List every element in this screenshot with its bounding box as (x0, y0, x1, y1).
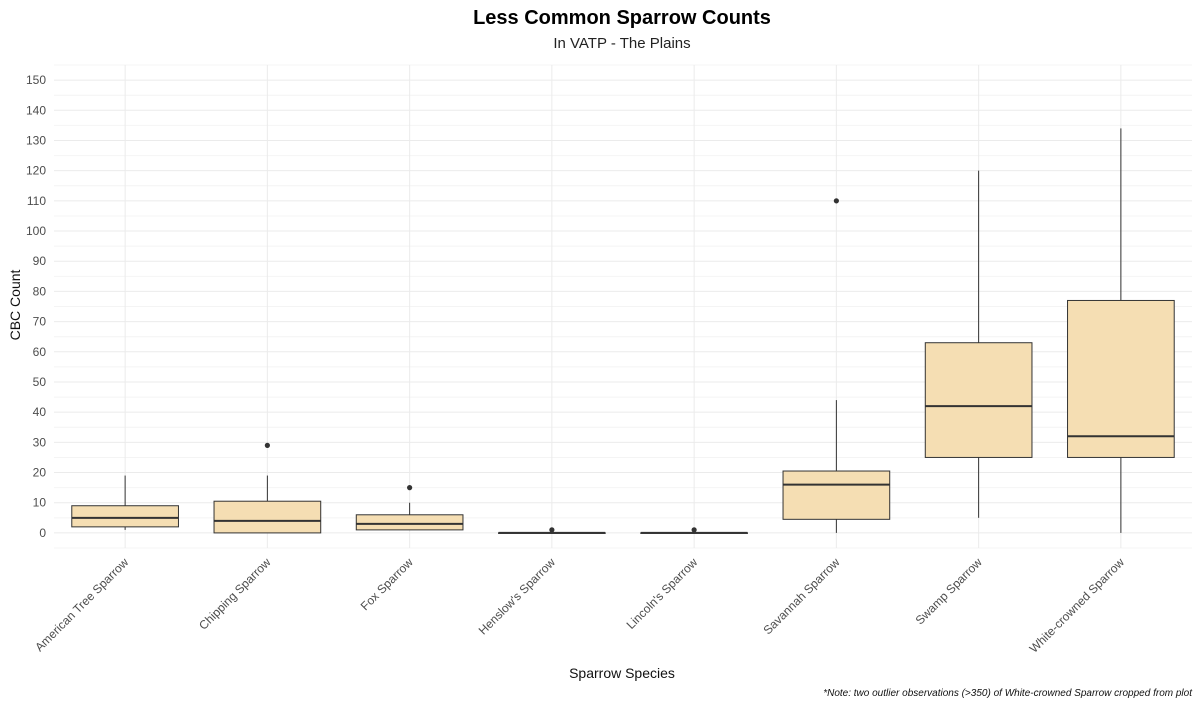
y-tick-label: 100 (26, 224, 46, 238)
box-group (71, 475, 179, 530)
y-tick-label: 50 (33, 375, 47, 389)
x-tick-label: Fox Sparrow (358, 555, 416, 613)
y-tick-label: 0 (39, 526, 46, 540)
x-tick-label: American Tree Sparrow (32, 555, 131, 654)
x-tick-label: White-crowned Sparrow (1027, 555, 1128, 656)
x-tick-label: Swamp Sparrow (913, 555, 985, 627)
outlier-point (833, 198, 839, 204)
box-group (640, 527, 748, 534)
x-axis-ticks: American Tree Sparrow Chipping Sparrow Fox… (32, 555, 1127, 656)
box (355, 514, 464, 531)
y-tick-label: 70 (33, 315, 47, 329)
y-axis-title: CBC Count (7, 269, 23, 340)
outlier-point (407, 485, 413, 491)
box (924, 342, 1033, 458)
y-tick-label: 120 (26, 164, 46, 178)
footnote: *Note: two outlier observations (>350) o… (823, 688, 1193, 699)
plot-marks (71, 128, 1175, 534)
box-group (782, 198, 891, 533)
x-tick-label: Lincoln's Sparrow (624, 555, 701, 632)
y-tick-label: 30 (33, 435, 47, 449)
y-tick-label: 20 (33, 466, 47, 480)
y-tick-label: 150 (26, 73, 46, 87)
y-tick-label: 60 (33, 345, 47, 359)
y-axis-ticks: 0 10 20 30 40 50 60 70 80 90 100 110 120 130 140 150 (26, 73, 46, 540)
outlier-point (691, 527, 697, 533)
box-group (213, 442, 322, 534)
chart-title: Less Common Sparrow Counts (473, 7, 771, 29)
y-tick-label: 40 (33, 405, 47, 419)
box-group (1067, 128, 1175, 533)
box-group (355, 485, 464, 531)
y-tick-label: 10 (33, 496, 47, 510)
y-tick-label: 110 (27, 194, 46, 208)
box (213, 500, 322, 534)
y-tick-label: 90 (33, 254, 47, 268)
y-tick-label: 140 (26, 103, 46, 117)
box (782, 470, 891, 520)
y-tick-label: 130 (26, 133, 46, 147)
box (1067, 299, 1175, 458)
x-tick-label: Savannah Sparrow (760, 555, 842, 637)
x-tick-label: Chipping Sparrow (196, 555, 274, 633)
grid (54, 64, 1192, 549)
box-group (498, 527, 606, 534)
outlier-point (264, 442, 270, 448)
x-axis-title: Sparrow Species (569, 665, 675, 681)
chart-subtitle: In VATP - The Plains (553, 35, 690, 52)
x-tick-label: Henslow's Sparrow (476, 555, 558, 637)
box-group (924, 170, 1033, 518)
outlier-point (549, 527, 555, 533)
box (71, 505, 179, 528)
y-tick-label: 80 (33, 284, 47, 298)
